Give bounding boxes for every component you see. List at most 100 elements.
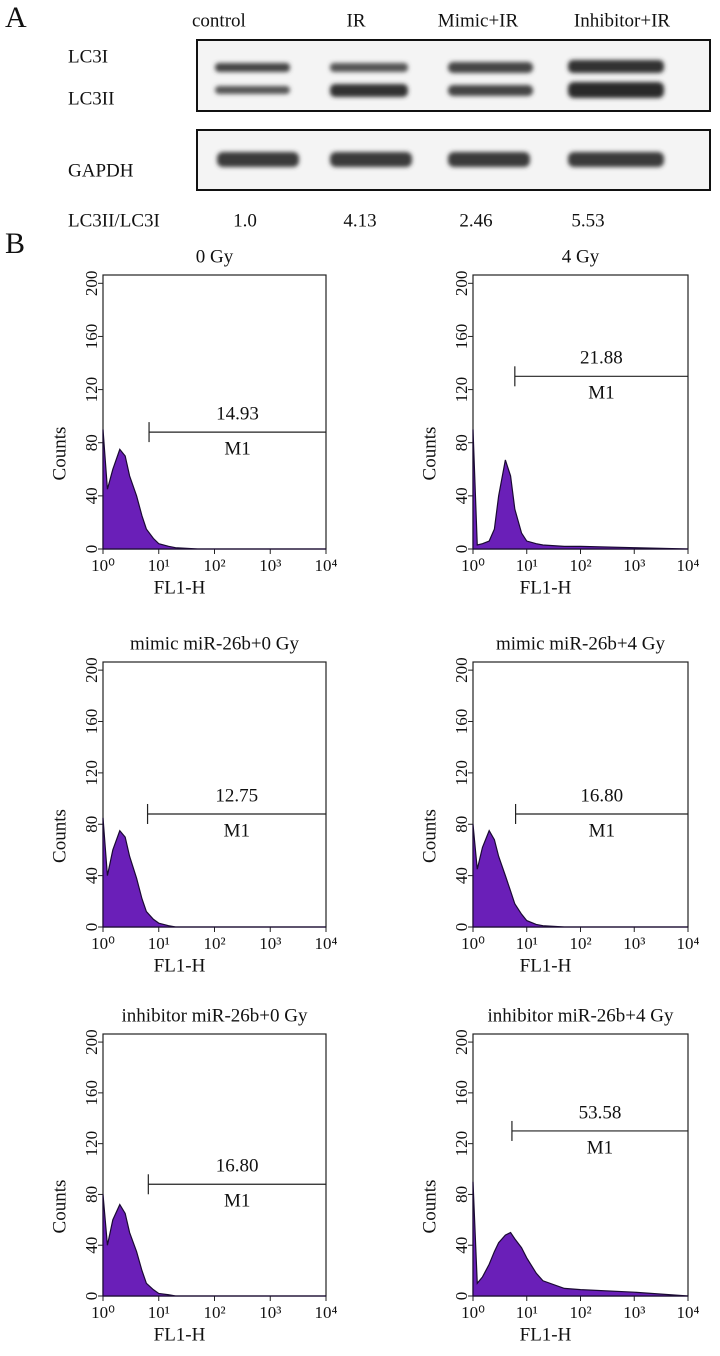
- band: [215, 86, 290, 94]
- y-tick-label: 160: [452, 324, 471, 350]
- chart-title: 4 Gy: [562, 246, 600, 267]
- x-tick-label: 10⁰: [461, 934, 485, 953]
- gate-percent: 21.88: [580, 348, 623, 369]
- lane-label: Mimic+IR: [438, 10, 519, 31]
- y-tick-label: 40: [82, 1237, 101, 1254]
- y-axis-label: Counts: [419, 1180, 440, 1234]
- chart-title: inhibitor miR-26b+4 Gy: [488, 1005, 674, 1026]
- y-tick-label: 200: [82, 1029, 101, 1055]
- band: [448, 152, 530, 167]
- x-axis-label: FL1-H: [520, 955, 572, 976]
- gate-label: M1: [588, 383, 614, 404]
- lane-label: Inhibitor+IR: [574, 10, 671, 31]
- y-tick-label: 80: [82, 434, 101, 451]
- x-tick-label: 10¹: [516, 556, 538, 575]
- band: [568, 152, 664, 167]
- y-tick-label: 120: [452, 760, 471, 786]
- band-label: LC3II: [68, 88, 114, 109]
- band: [215, 63, 290, 72]
- ratio-value: 1.0: [233, 210, 257, 231]
- y-tick-label: 40: [452, 867, 471, 884]
- blot-bands: [215, 60, 664, 167]
- band: [330, 84, 408, 97]
- y-tick-label: 160: [82, 1080, 101, 1106]
- y-tick-label: 0: [452, 545, 471, 554]
- y-tick-label: 200: [452, 1029, 471, 1055]
- y-tick-label: 0: [82, 923, 101, 932]
- y-tick-label: 0: [452, 1292, 471, 1301]
- x-tick-label: 10¹: [148, 1303, 170, 1322]
- x-tick-label: 10⁴: [677, 1303, 700, 1322]
- x-axis-label: FL1-H: [520, 1324, 572, 1345]
- x-tick-label: 10¹: [516, 934, 538, 953]
- gate-percent: 53.58: [579, 1102, 622, 1123]
- x-tick-label: 10¹: [148, 934, 170, 953]
- y-axis-label: Counts: [49, 809, 70, 863]
- chart-title: mimic miR-26b+0 Gy: [130, 633, 300, 654]
- blot-frame: [196, 39, 711, 112]
- x-tick-label: 10⁰: [91, 1303, 115, 1322]
- band: [568, 82, 664, 98]
- x-tick-label: 10⁴: [315, 934, 338, 953]
- gate-percent: 16.80: [580, 785, 623, 806]
- y-tick-label: 120: [452, 1131, 471, 1157]
- band: [217, 152, 299, 167]
- x-tick-label: 10³: [623, 556, 645, 575]
- x-tick-label: 10²: [203, 556, 225, 575]
- lane-label: control: [192, 10, 246, 31]
- x-tick-label: 10⁴: [315, 556, 338, 575]
- x-tick-label: 10⁴: [315, 1303, 338, 1322]
- x-axis-label: FL1-H: [154, 955, 206, 976]
- y-tick-label: 120: [82, 760, 101, 786]
- y-tick-label: 0: [82, 1292, 101, 1301]
- y-axis-label: Counts: [419, 809, 440, 863]
- y-tick-label: 160: [82, 324, 101, 350]
- band: [448, 62, 533, 73]
- ratio-label: LC3II/LC3I: [68, 210, 160, 231]
- y-axis-label: Counts: [49, 427, 70, 481]
- y-tick-label: 160: [452, 709, 471, 735]
- x-axis-label: FL1-H: [154, 577, 206, 598]
- band-label: LC3I: [68, 46, 108, 67]
- y-tick-label: 200: [452, 271, 471, 297]
- x-tick-label: 10¹: [148, 556, 170, 575]
- gate-label: M1: [224, 1191, 250, 1212]
- ratio-value: 2.46: [459, 210, 492, 231]
- ratio-value: 5.53: [571, 210, 604, 231]
- band: [448, 85, 533, 96]
- gate-label: M1: [589, 820, 615, 841]
- x-axis-label: FL1-H: [520, 577, 572, 598]
- gate-label: M1: [224, 438, 250, 459]
- y-tick-label: 0: [452, 923, 471, 932]
- histogram: [472, 1181, 689, 1297]
- x-tick-label: 10³: [259, 934, 281, 953]
- y-tick-label: 200: [82, 657, 101, 683]
- x-tick-label: 10⁴: [677, 934, 700, 953]
- x-tick-label: 10⁰: [461, 556, 485, 575]
- y-tick-label: 120: [82, 377, 101, 403]
- y-tick-label: 160: [452, 1080, 471, 1106]
- x-tick-label: 10⁰: [91, 934, 115, 953]
- chart-title: 0 Gy: [196, 246, 234, 267]
- x-tick-label: 10²: [203, 934, 225, 953]
- x-tick-label: 10²: [203, 1303, 225, 1322]
- gate-label: M1: [224, 820, 250, 841]
- y-tick-label: 80: [452, 1186, 471, 1203]
- band: [568, 60, 664, 73]
- y-tick-label: 40: [452, 487, 471, 504]
- chart-title: mimic miR-26b+4 Gy: [496, 633, 666, 654]
- y-tick-label: 80: [452, 434, 471, 451]
- x-tick-label: 10²: [569, 1303, 591, 1322]
- lane-label: IR: [347, 10, 366, 31]
- x-tick-label: 10³: [259, 556, 281, 575]
- ratio-value: 4.13: [343, 210, 376, 231]
- band: [330, 152, 412, 167]
- x-tick-label: 10⁰: [91, 556, 115, 575]
- y-tick-label: 200: [82, 271, 101, 297]
- band: [330, 63, 408, 72]
- histogram: [102, 429, 326, 550]
- x-axis-label: FL1-H: [154, 1324, 206, 1345]
